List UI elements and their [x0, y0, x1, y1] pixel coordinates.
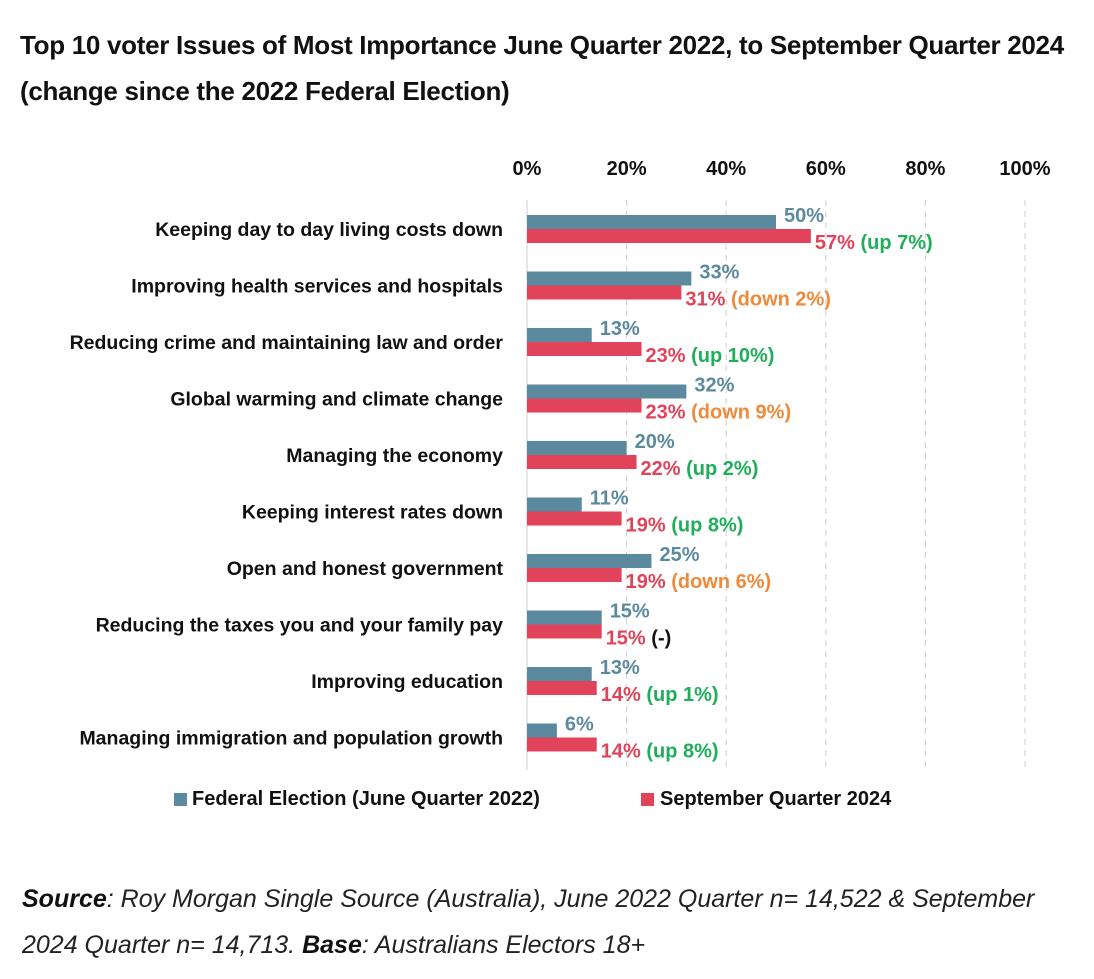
- bar-2024: [527, 511, 622, 526]
- base-text: : Australians Electors 18+: [361, 931, 646, 959]
- data-label-2024: 19% (down 6%): [626, 571, 772, 593]
- bar-2022: [527, 667, 592, 681]
- value-2024: 14%: [601, 741, 647, 763]
- chart-title: Top 10 voter Issues of Most Importance J…: [20, 30, 1064, 106]
- data-label-2022: 33%: [699, 262, 739, 284]
- data-label-2022: 13%: [600, 318, 640, 340]
- data-label-2024: 31% (down 2%): [685, 289, 831, 311]
- change-annotation: (up 10%): [691, 345, 774, 367]
- data-label-2022: 11%: [590, 488, 629, 510]
- x-tick-label: 80%: [905, 158, 945, 180]
- bars: [527, 215, 811, 752]
- change-annotation: (up 7%): [860, 232, 932, 254]
- change-annotation: (up 2%): [686, 458, 758, 480]
- bar-2024: [527, 624, 602, 639]
- change-annotation: (up 8%): [646, 741, 718, 763]
- bar-2022: [527, 271, 692, 286]
- bar-2024: [527, 568, 622, 582]
- bar-2022: [527, 441, 627, 455]
- bar-2024: [527, 681, 597, 695]
- data-label-2024: 22% (up 2%): [641, 458, 759, 480]
- data-label-2024: 14% (up 1%): [601, 684, 719, 706]
- bar-2024: [527, 229, 811, 243]
- source-text: : Roy Morgan Single Source (Australia), …: [22, 885, 1035, 959]
- category-label: Improving education: [311, 671, 503, 693]
- bar-2022: [527, 497, 582, 512]
- category-label: Reducing crime and maintaining law and o…: [70, 332, 504, 354]
- data-label-2022: 32%: [694, 375, 734, 397]
- bar-2024: [527, 398, 642, 413]
- value-2024: 19%: [626, 515, 672, 537]
- change-annotation: (down 2%): [731, 289, 831, 311]
- x-tick-label: 20%: [607, 158, 647, 180]
- category-labels: Keeping day to day living costs down Impr…: [70, 219, 504, 750]
- x-tick-label: 40%: [706, 158, 746, 180]
- source-note: Source: Roy Morgan Single Source (Austra…: [22, 876, 1082, 968]
- value-2024: 23%: [646, 345, 692, 367]
- bar-2022: [527, 554, 652, 568]
- x-tick-label: 0%: [513, 158, 542, 180]
- data-label-2024: 23% (up 10%): [646, 345, 775, 367]
- category-label: Keeping day to day living costs down: [155, 219, 503, 241]
- bar-2022: [527, 723, 557, 738]
- data-label-2022: 6%: [565, 714, 594, 736]
- base-label: Base: [302, 931, 362, 959]
- bar-2022: [527, 384, 687, 399]
- x-tick-label: 60%: [806, 158, 846, 180]
- bar-2024: [527, 455, 637, 469]
- change-annotation: (-): [651, 628, 671, 650]
- change-annotation: (up 8%): [671, 515, 743, 537]
- value-2024: 15%: [606, 628, 652, 650]
- legend-swatch-2024: [641, 793, 654, 806]
- x-tick-label: 100%: [999, 158, 1050, 180]
- bar-2024: [527, 737, 597, 752]
- data-label-2022: 20%: [635, 431, 675, 453]
- bar-chart: 0% 20% 40% 60% 80% 100% Keeping day to day li…: [70, 158, 1051, 810]
- data-label-2022: 25%: [660, 544, 700, 566]
- legend-label-2022: Federal Election (June Quarter 2022): [192, 788, 540, 810]
- category-label: Improving health services and hospitals: [131, 276, 503, 298]
- bar-2022: [527, 610, 602, 625]
- value-2024: 23%: [646, 402, 692, 424]
- legend: Federal Election (June Quarter 2022) Sept…: [174, 788, 892, 810]
- change-annotation: (down 6%): [671, 571, 771, 593]
- data-label-2022: 13%: [600, 657, 640, 679]
- legend-label-2024: September Quarter 2024: [660, 788, 892, 810]
- value-2024: 22%: [641, 458, 687, 480]
- data-label-2024: 14% (up 8%): [601, 741, 719, 763]
- value-2024: 19%: [626, 571, 672, 593]
- data-label-2022: 15%: [610, 601, 650, 623]
- category-label: Global warming and climate change: [170, 389, 503, 411]
- category-label: Open and honest government: [227, 558, 504, 580]
- category-label: Managing the economy: [286, 445, 503, 467]
- data-label-2024: 19% (up 8%): [626, 515, 744, 537]
- bar-2022: [527, 215, 776, 229]
- data-label-2024: 23% (down 9%): [646, 402, 792, 424]
- category-label: Keeping interest rates down: [242, 502, 503, 524]
- category-label: Reducing the taxes you and your family p…: [96, 615, 504, 637]
- value-2024: 57%: [815, 232, 861, 254]
- bar-2024: [527, 285, 682, 300]
- change-annotation: (up 1%): [646, 684, 718, 706]
- source-label: Source: [22, 885, 107, 913]
- bar-2024: [527, 342, 642, 356]
- x-axis-ticks: 0% 20% 40% 60% 80% 100%: [513, 158, 1051, 180]
- legend-swatch-2022: [174, 793, 187, 806]
- data-labels: 50% 57% (up 7%) 33% 31% (down 2%) 13% 23% (up…: [565, 205, 933, 763]
- data-label-2024: 15% (-): [606, 628, 672, 650]
- bar-2022: [527, 328, 592, 342]
- category-label: Managing immigration and population grow…: [79, 728, 503, 750]
- data-label-2024: 57% (up 7%): [815, 232, 933, 254]
- value-2024: 14%: [601, 684, 647, 706]
- data-label-2022: 50%: [784, 205, 824, 227]
- value-2024: 31%: [685, 289, 731, 311]
- change-annotation: (down 9%): [691, 402, 791, 424]
